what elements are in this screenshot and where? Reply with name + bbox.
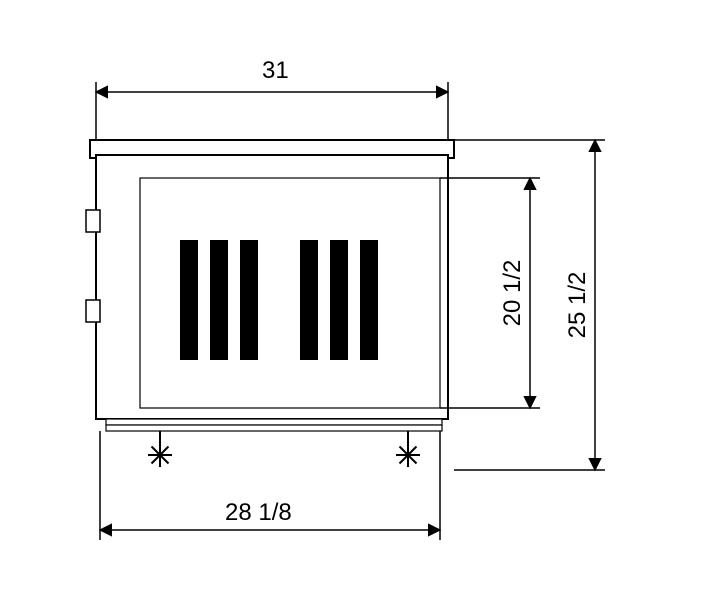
vent-slot [360, 240, 378, 360]
dim-top-width-label: 31 [262, 57, 289, 84]
vent-slot [330, 240, 348, 360]
bottom-rail [106, 425, 442, 431]
dim-bottom-width-label: 28 1/8 [225, 499, 292, 526]
dimension-drawing: 31 28 1/8 20 1/2 25 1/2 [0, 0, 721, 610]
caster-icon [396, 431, 420, 467]
outer-body [96, 155, 448, 419]
left-tab [86, 210, 100, 232]
vent-slot [180, 240, 198, 360]
dim-inner-height-label: 20 1/2 [499, 260, 526, 327]
vent-slot [240, 240, 258, 360]
caster-icon [148, 431, 172, 467]
left-tab [86, 300, 100, 322]
drawing-canvas: 31 28 1/8 20 1/2 25 1/2 [0, 0, 721, 610]
dim-outer-height-label: 25 1/2 [564, 272, 591, 339]
bottom-rail [106, 419, 442, 425]
vent-slot [210, 240, 228, 360]
vent-slot [300, 240, 318, 360]
